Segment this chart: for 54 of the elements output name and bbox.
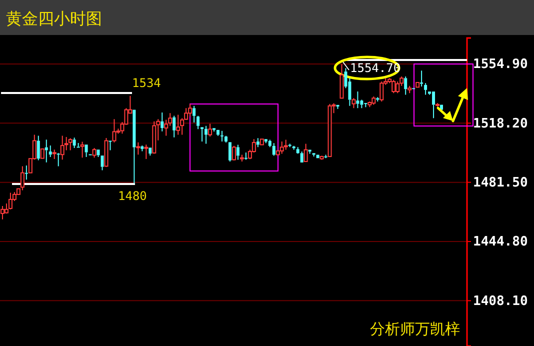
candlestick <box>176 114 180 136</box>
candlestick <box>224 136 228 143</box>
annotation: 分析师万凯梓 <box>370 320 460 338</box>
candlestick <box>200 127 204 142</box>
candlestick <box>432 92 436 119</box>
candlestick <box>336 104 340 110</box>
candlestick <box>0 206 4 220</box>
candlestick <box>48 145 52 158</box>
candlestick <box>304 143 308 162</box>
candlestick <box>256 138 260 148</box>
annotation: 1534 <box>132 76 161 90</box>
candlestick <box>144 144 148 160</box>
candlestick <box>84 144 88 158</box>
y-tick-label: 1554.90 <box>473 57 528 72</box>
candlestick <box>96 150 100 158</box>
candlestick <box>356 91 360 109</box>
candlestick <box>424 82 428 96</box>
candlestick <box>112 118 116 143</box>
candlestick <box>148 148 152 156</box>
candlestick <box>72 137 76 148</box>
candlestick <box>80 141 84 158</box>
candlestick <box>24 165 28 180</box>
candlestick <box>236 144 240 160</box>
y-tick-label: 1444.80 <box>473 234 528 250</box>
candlestick <box>36 135 40 161</box>
candlestick <box>172 115 176 138</box>
candlestick <box>60 135 64 160</box>
candlestick <box>136 142 140 156</box>
candlestick <box>20 166 24 191</box>
chart-title: 黄金四小时图 <box>6 9 102 28</box>
candlestick <box>292 146 296 150</box>
candlestick <box>140 145 144 152</box>
candlestick <box>312 153 316 158</box>
candlestick <box>212 128 216 132</box>
candlestick <box>340 64 344 99</box>
candlestick <box>204 125 208 144</box>
candlestick <box>376 96 380 102</box>
candlestick <box>404 76 408 96</box>
candlestick <box>220 130 224 142</box>
candlestick <box>300 151 304 162</box>
y-tick-label: 1408.10 <box>473 294 528 309</box>
candlestick <box>272 142 276 156</box>
y-tick-label: 1481.50 <box>473 175 528 190</box>
candlestick <box>132 110 136 184</box>
candlestick <box>264 139 268 144</box>
candlestick <box>76 142 80 148</box>
candlestick <box>420 70 424 88</box>
candlestick <box>192 105 196 123</box>
candlestick <box>68 138 72 151</box>
annotation: 1480 <box>118 189 147 203</box>
candlestick <box>296 146 300 154</box>
y-tick-label: 1518.20 <box>473 116 528 132</box>
candlestick <box>284 139 288 150</box>
candlestick <box>160 112 164 132</box>
